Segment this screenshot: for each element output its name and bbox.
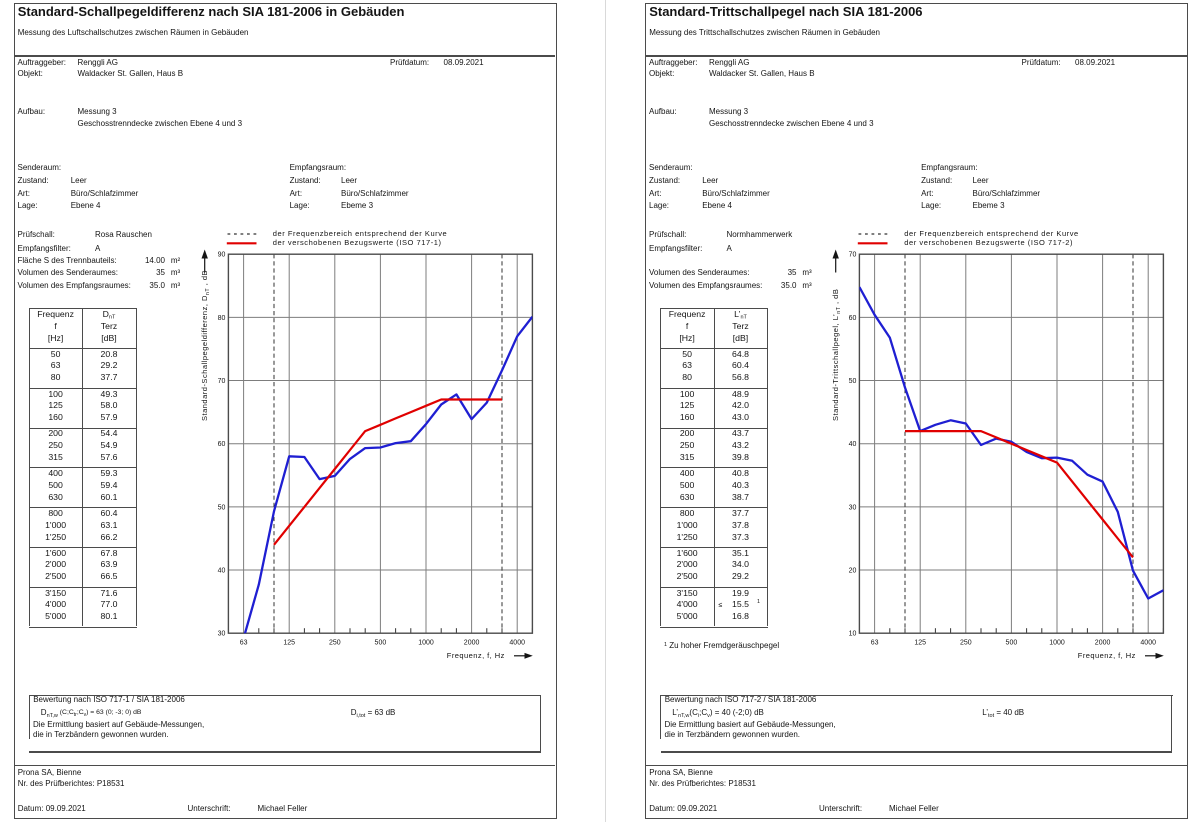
svg-text:30: 30 [217,631,225,638]
svg-text:4000: 4000 [509,640,525,647]
svg-text:20: 20 [849,568,857,575]
svg-text:250: 250 [960,640,972,647]
svg-text:90: 90 [217,252,225,259]
svg-text:125: 125 [283,640,295,647]
svg-text:Standard-Trittschallpegel, L’n: Standard-Trittschallpegel, L’nT , dB [831,289,842,421]
svg-text:250: 250 [328,640,340,647]
svg-text:50: 50 [217,504,225,511]
svg-text:60: 60 [849,315,857,322]
svg-text:60: 60 [217,441,225,448]
svg-text:1000: 1000 [418,640,434,647]
svg-text:Frequenz, f, Hz: Frequenz, f, Hz [446,651,504,660]
svg-text:2000: 2000 [463,640,479,647]
svg-text:500: 500 [1006,640,1018,647]
svg-text:63: 63 [239,640,247,647]
svg-text:70: 70 [217,378,225,385]
svg-text:125: 125 [914,640,926,647]
svg-text:1000: 1000 [1049,640,1065,647]
svg-text:500: 500 [374,640,386,647]
svg-text:Standard-Schallpegeldifferenz,: Standard-Schallpegeldifferenz, DnT , dB [200,270,211,421]
svg-text:50: 50 [849,378,857,385]
svg-text:2000: 2000 [1095,640,1111,647]
svg-text:40: 40 [217,568,225,575]
svg-text:80: 80 [217,315,225,322]
svg-text:63: 63 [871,640,879,647]
svg-text:30: 30 [849,504,857,511]
svg-text:Frequenz, f, Hz: Frequenz, f, Hz [1078,651,1136,660]
svg-text:4000: 4000 [1140,640,1156,647]
svg-text:40: 40 [849,441,857,448]
svg-text:70: 70 [849,252,857,259]
svg-text:10: 10 [849,631,857,638]
